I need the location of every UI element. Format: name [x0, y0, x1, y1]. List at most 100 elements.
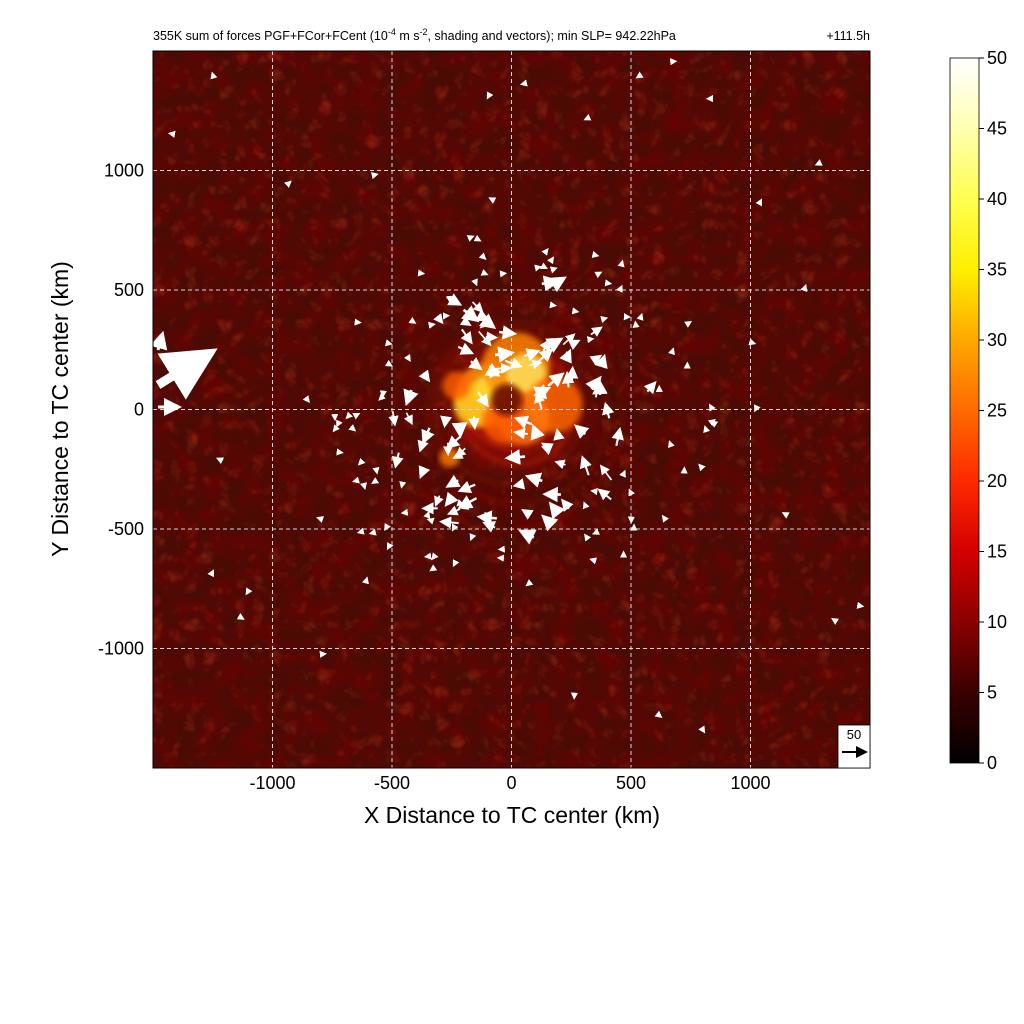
force-vector: [591, 528, 601, 535]
force-vector: [504, 357, 523, 369]
force-vector: [643, 380, 657, 395]
force-vector: [636, 312, 644, 321]
reference-vector-label: 50: [847, 727, 861, 742]
force-vector: [418, 369, 431, 383]
force-vector: [468, 357, 483, 371]
force-vector: [429, 564, 438, 572]
force-vector: [565, 365, 579, 381]
force-vector: [356, 527, 365, 535]
plot-area: [153, 51, 870, 768]
force-vector: [444, 491, 459, 507]
force-vector: [592, 378, 608, 396]
force-vector: [524, 472, 543, 488]
colorbar-tick-label: 25: [987, 401, 1007, 421]
force-vector: [594, 353, 608, 369]
force-vector: [439, 516, 459, 529]
force-vector: [668, 347, 675, 356]
force-vector: [371, 477, 380, 484]
y-tick-label: -500: [108, 519, 144, 539]
force-vector: [504, 449, 526, 465]
heatmap-features: [391, 300, 624, 533]
colorbar-gradient: [949, 57, 980, 764]
x-tick-label: 1000: [730, 773, 770, 793]
force-vector: [451, 422, 468, 439]
force-vector: [352, 412, 361, 420]
force-vector: [460, 328, 473, 345]
force-vector: [553, 428, 565, 441]
force-vector: [428, 321, 436, 329]
chart-title: 355K sum of forces PGF+FCor+FCent (10-4 …: [153, 27, 676, 43]
force-vector: [362, 576, 369, 585]
force-vector: [455, 446, 467, 458]
force-vector: [781, 512, 790, 519]
force-vector: [547, 256, 555, 265]
force-vector: [403, 388, 419, 407]
force-vector: [476, 391, 489, 408]
force-vector: [628, 488, 636, 497]
force-vector: [611, 426, 624, 447]
force-vector: [544, 337, 564, 353]
force-vector: [748, 338, 757, 346]
colorbar-tick-label: 35: [987, 260, 1007, 280]
force-vector: [466, 235, 475, 242]
force-vector: [336, 419, 343, 428]
force-vector: [236, 613, 245, 620]
colorbar-tick-label: 5: [987, 683, 997, 703]
force-vector: [348, 424, 357, 432]
force-vector: [469, 533, 477, 542]
colorbar-tick-label: 15: [987, 542, 1007, 562]
force-vector: [661, 514, 669, 523]
force-vector: [543, 278, 557, 290]
force-vector: [316, 516, 325, 523]
x-axis-ticks: -1000 -500 0 500 1000: [249, 773, 770, 793]
force-vector: [495, 362, 513, 375]
force-vector: [207, 569, 215, 578]
force-vector: [617, 259, 625, 268]
force-vector: [486, 91, 494, 100]
force-vector: [548, 501, 566, 520]
force-vector: [445, 474, 461, 488]
force-vector: [549, 301, 558, 309]
force-vector: [473, 234, 482, 242]
force-vector: [457, 342, 475, 355]
force-vector: [539, 262, 549, 270]
reference-vector-box: 50: [837, 724, 871, 769]
force-vector: [831, 617, 840, 625]
force-vector: [590, 326, 603, 337]
force-vector: [541, 514, 559, 532]
colorbar-tick-label: 40: [987, 189, 1007, 209]
force-vector: [554, 459, 566, 470]
y-tick-label: 0: [134, 400, 144, 420]
force-vector: [403, 353, 411, 362]
force-vector: [370, 172, 379, 180]
force-vector: [384, 523, 391, 532]
force-vector: [447, 505, 461, 516]
force-vector: [521, 508, 534, 520]
force-vector: [523, 348, 541, 362]
force-vector: [589, 354, 603, 366]
force-vector: [541, 247, 549, 256]
force-vector: [530, 423, 545, 441]
force-vector: [599, 464, 613, 481]
force-vector: [399, 480, 407, 489]
force-vector: [484, 512, 493, 520]
force-vector: [518, 529, 537, 545]
force-vector: [433, 313, 444, 325]
force-vector: [635, 71, 644, 79]
force-vector: [589, 557, 598, 565]
force-vector: [440, 415, 452, 429]
force-vector: [461, 305, 480, 323]
force-vector: [153, 330, 168, 351]
forecast-hour-label: +111.5h: [826, 29, 870, 43]
force-vector: [378, 393, 386, 401]
force-vector: [457, 480, 476, 493]
force-vector: [536, 348, 554, 364]
force-vector: [360, 482, 367, 490]
colorbar-ticks: 0 5 10 15 20 25 30 35 40 45 50: [979, 48, 1007, 773]
colorbar: 0 5 10 15 20 25 30 35 40 45 50: [949, 48, 1007, 773]
y-tick-label: -1000: [98, 639, 144, 659]
force-vector: [421, 427, 435, 445]
force-vector: [216, 457, 225, 465]
force-vector: [451, 523, 459, 532]
